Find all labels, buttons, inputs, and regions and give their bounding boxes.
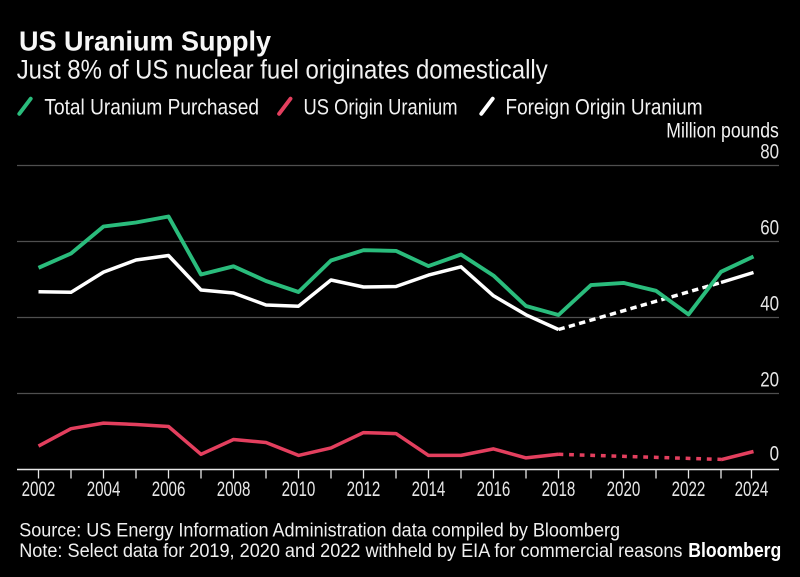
svg-text:20: 20 xyxy=(760,369,779,392)
svg-text:Total Uranium Purchased: Total Uranium Purchased xyxy=(44,95,259,120)
svg-text:2014: 2014 xyxy=(412,478,446,501)
svg-text:80: 80 xyxy=(760,141,779,164)
svg-text:2018: 2018 xyxy=(542,478,576,501)
svg-text:Foreign Origin Uranium: Foreign Origin Uranium xyxy=(506,95,703,120)
svg-text:2010: 2010 xyxy=(282,478,316,501)
svg-text:2012: 2012 xyxy=(347,478,381,501)
svg-text:Bloomberg: Bloomberg xyxy=(688,539,781,562)
svg-text:2008: 2008 xyxy=(217,478,251,501)
svg-text:2016: 2016 xyxy=(477,478,511,501)
svg-text:2002: 2002 xyxy=(22,478,56,501)
svg-text:Note: Select data for 2019, 20: Note: Select data for 2019, 2020 and 202… xyxy=(19,541,682,562)
svg-text:Just 8% of US nuclear fuel ori: Just 8% of US nuclear fuel originates do… xyxy=(17,54,548,84)
svg-text:40: 40 xyxy=(760,293,779,316)
svg-text:2024: 2024 xyxy=(735,478,769,501)
svg-text:US Uranium Supply: US Uranium Supply xyxy=(19,26,271,57)
svg-text:2004: 2004 xyxy=(87,478,121,501)
svg-text:0: 0 xyxy=(770,443,779,466)
svg-text:2022: 2022 xyxy=(672,478,706,501)
svg-text:2020: 2020 xyxy=(607,478,641,501)
svg-text:2006: 2006 xyxy=(152,478,186,501)
svg-text:Million pounds: Million pounds xyxy=(666,120,779,143)
svg-text:Source: US Energy Information: Source: US Energy Information Administra… xyxy=(19,521,620,542)
svg-text:US Origin Uranium: US Origin Uranium xyxy=(304,95,458,120)
svg-text:60: 60 xyxy=(760,217,779,240)
